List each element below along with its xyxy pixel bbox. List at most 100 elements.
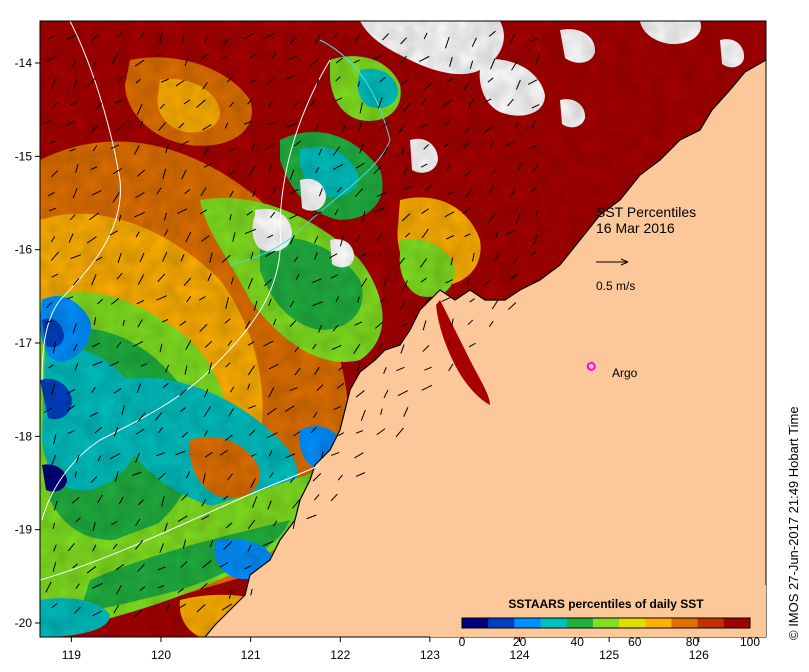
current-vector xyxy=(320,451,324,460)
current-vector xyxy=(355,430,363,434)
current-vector xyxy=(133,609,143,618)
current-vector xyxy=(92,361,103,366)
current-vector xyxy=(291,499,301,509)
current-vector xyxy=(114,471,119,482)
current-vector xyxy=(116,341,122,349)
current-vector xyxy=(507,98,514,107)
current-vector xyxy=(468,97,475,108)
current-vector xyxy=(509,189,516,198)
current-vector xyxy=(227,473,233,481)
current-vector xyxy=(135,78,141,84)
current-vector xyxy=(464,170,472,177)
map-title: SST Percentiles xyxy=(596,204,696,220)
current-vector xyxy=(448,339,451,346)
current-vector xyxy=(488,320,494,328)
current-vector xyxy=(244,565,252,570)
vector-scale: 0.5 m/s xyxy=(596,258,635,293)
current-vector xyxy=(176,208,188,215)
current-vector xyxy=(75,583,80,589)
current-vector xyxy=(52,101,60,108)
colorbar-tick-label: 80 xyxy=(686,635,700,649)
current-vector xyxy=(135,518,141,526)
current-vector xyxy=(403,407,409,417)
current-vector xyxy=(530,279,538,285)
current-vector xyxy=(250,143,255,152)
current-vector xyxy=(495,230,499,238)
current-vector xyxy=(247,365,256,376)
current-vector xyxy=(115,99,123,104)
current-vector xyxy=(420,277,427,283)
current-vector xyxy=(337,474,343,481)
current-vector xyxy=(74,471,77,478)
current-vector xyxy=(109,361,120,367)
colorbar-cell xyxy=(723,618,751,628)
current-vector xyxy=(376,233,383,242)
current-vector xyxy=(249,79,257,83)
current-vector xyxy=(159,103,165,109)
current-vector xyxy=(310,100,316,106)
current-vector xyxy=(266,432,278,439)
current-vector xyxy=(203,430,209,437)
bathymetry-contours xyxy=(40,21,331,581)
current-vector xyxy=(52,341,57,354)
current-vector xyxy=(447,190,455,195)
current-vector xyxy=(330,274,339,279)
current-vector xyxy=(509,33,516,44)
colorbar-cell xyxy=(619,618,646,628)
current-vector xyxy=(330,451,340,456)
current-vector xyxy=(135,452,140,463)
current-vector xyxy=(515,122,519,129)
current-vector xyxy=(373,165,383,175)
current-vector xyxy=(511,60,518,71)
current-vector xyxy=(69,148,76,152)
current-vector xyxy=(249,53,256,58)
current-vector xyxy=(330,493,338,502)
current-vector xyxy=(400,78,410,85)
current-vector xyxy=(201,498,207,507)
current-vector xyxy=(493,253,500,263)
current-vector xyxy=(164,522,168,532)
current-vector xyxy=(160,78,169,83)
current-vector xyxy=(154,412,163,421)
current-vector xyxy=(116,272,123,280)
current-vector xyxy=(267,500,272,510)
current-vector xyxy=(355,390,365,398)
current-vector xyxy=(201,515,210,521)
current-vector xyxy=(357,362,361,371)
current-vector xyxy=(294,367,301,376)
current-vector xyxy=(265,250,276,258)
current-vector xyxy=(531,104,540,109)
colorbar-cell xyxy=(645,618,672,628)
current-vector xyxy=(223,495,229,501)
current-vector xyxy=(376,428,386,436)
current-vector xyxy=(448,363,454,372)
current-vector xyxy=(355,162,365,169)
credit-line: © IMOS 27-Jun-2017 21:49 Hobart Time xyxy=(786,406,801,640)
current-vector xyxy=(444,36,450,49)
current-vector xyxy=(140,363,147,367)
current-vector xyxy=(66,121,75,126)
x-tick-label: 122 xyxy=(330,648,350,662)
current-vector xyxy=(112,192,120,203)
current-vector xyxy=(132,340,144,348)
current-vector xyxy=(247,97,254,105)
current-vector xyxy=(183,99,191,105)
current-vector xyxy=(225,522,233,529)
current-vector xyxy=(110,297,120,305)
current-vector xyxy=(203,406,211,417)
current-vector xyxy=(373,54,383,60)
current-vector xyxy=(313,494,320,501)
current-vector xyxy=(357,80,361,87)
current-vector xyxy=(136,383,142,393)
current-vector xyxy=(382,33,390,41)
y-tick-label: -15 xyxy=(15,149,33,163)
current-vector xyxy=(51,383,56,396)
current-vector xyxy=(360,277,368,288)
current-vector xyxy=(373,207,385,214)
colorbar-panel xyxy=(430,585,766,637)
current-vector xyxy=(263,33,275,40)
colorbar-tick-label: 40 xyxy=(571,635,585,649)
current-vector xyxy=(196,99,206,108)
current-vector xyxy=(229,170,236,175)
current-vector xyxy=(226,76,234,83)
